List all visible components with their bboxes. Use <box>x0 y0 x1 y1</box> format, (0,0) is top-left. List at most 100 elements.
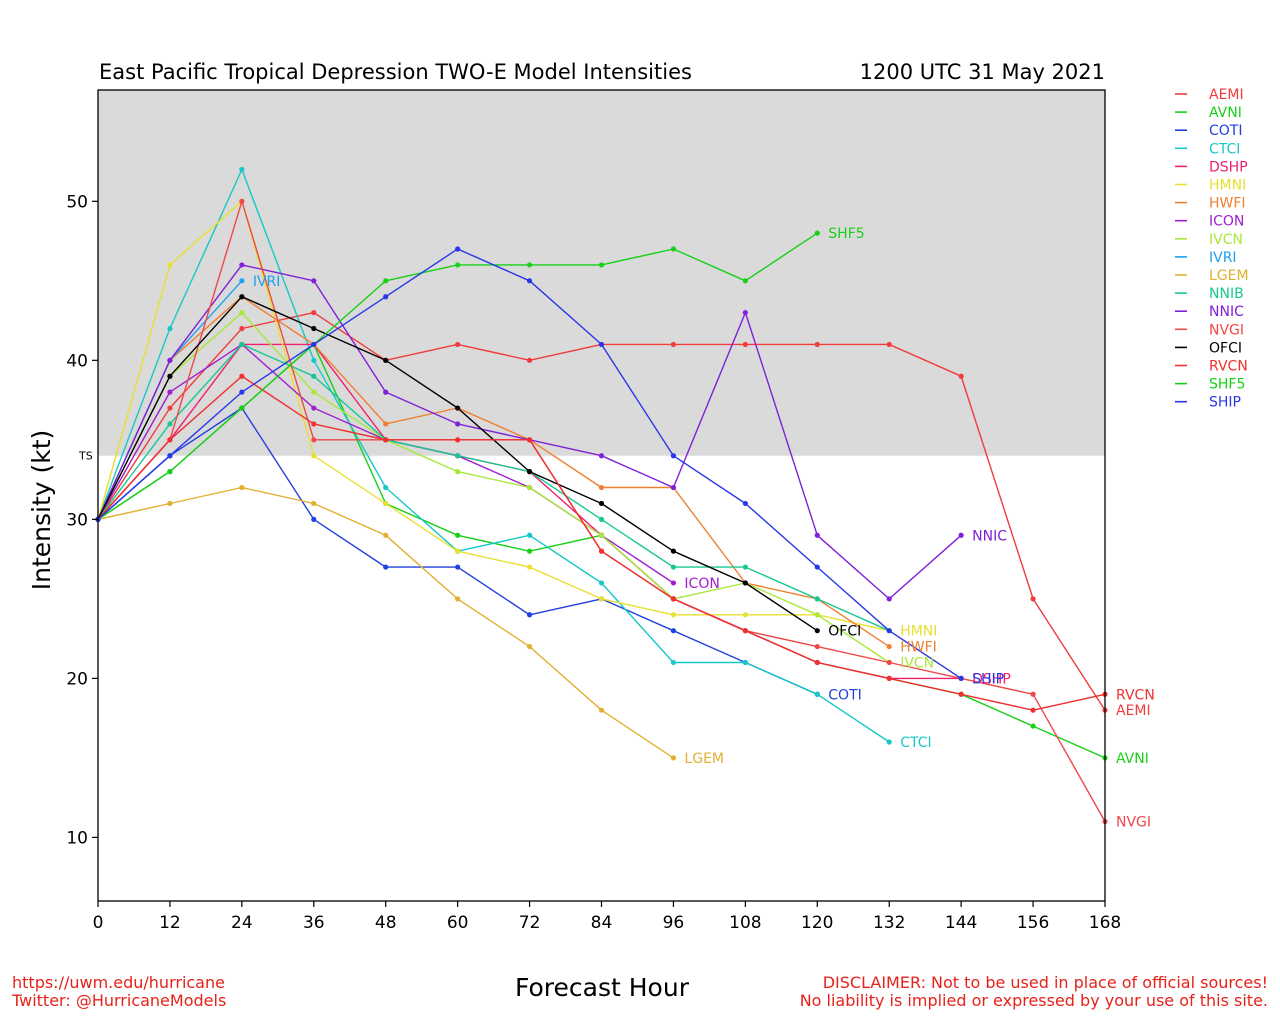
data-point-rvcn <box>239 373 245 379</box>
data-point-hmni <box>383 500 389 507</box>
data-point-ivcn <box>526 484 533 491</box>
legend: AEMI AVNI COTI CTCI DSHP HMNI HWFI ICON IVCN IVRI… <box>1175 87 1249 411</box>
series-layer <box>95 166 1108 825</box>
data-point-ship <box>598 341 605 348</box>
data-point-icon <box>167 389 173 395</box>
data-point-hmni <box>167 262 173 268</box>
data-point-ship <box>958 675 964 681</box>
data-point-lgem <box>311 500 317 507</box>
data-point-nnib <box>598 516 605 522</box>
data-point-nvgi <box>239 198 245 204</box>
data-point-aemi <box>1030 596 1036 602</box>
data-point-nnic <box>455 421 461 427</box>
data-point-nnic <box>958 532 964 538</box>
data-point-ofci <box>742 580 748 586</box>
legend-label: OFCI <box>1209 340 1242 356</box>
x-axis-label: Forecast Hour <box>515 973 690 1002</box>
data-point-nnic <box>239 262 245 268</box>
data-point-aemi <box>311 310 317 316</box>
data-point-ofci <box>814 628 820 634</box>
legend-item-ofci: OFCI <box>1175 340 1242 356</box>
x-tick-label: 132 <box>873 913 905 933</box>
legend-label: NNIC <box>1209 304 1244 320</box>
legend-label: NVGI <box>1209 322 1244 338</box>
legend-item-icon: ICON <box>1175 214 1244 230</box>
chart-title: East Pacific Tropical Depression TWO-E M… <box>99 60 692 84</box>
end-label-ivcn: IVCN <box>900 655 934 671</box>
end-label-nvgi: NVGI <box>1116 814 1151 830</box>
end-label-icon: ICON <box>684 576 719 592</box>
data-point-coti <box>526 612 533 618</box>
data-point-ctci <box>311 357 317 363</box>
data-point-ctci <box>167 325 173 332</box>
footer-disclaimer-line-2: No liability is implied or expressed by … <box>800 991 1268 1010</box>
data-point-nnib <box>455 453 461 459</box>
data-point-aemi <box>526 357 533 363</box>
data-point-hmni <box>742 612 748 618</box>
x-tick-label: 168 <box>1089 913 1121 933</box>
legend-item-ship: SHIP <box>1175 395 1241 411</box>
data-point-shf5 <box>455 262 461 268</box>
end-label-ofci: OFCI <box>828 624 861 640</box>
data-point-hmni <box>598 596 605 602</box>
legend-label: ICON <box>1209 214 1244 230</box>
data-point-avni <box>455 532 461 538</box>
data-point-shf5 <box>167 469 173 475</box>
x-tick-label: 72 <box>519 913 541 933</box>
data-point-shf5 <box>742 278 748 284</box>
data-point-nnic <box>311 278 317 284</box>
x-axis-ticks: 0 12 24 36 48 60 72 84 96 108 120 132 144 156 168 <box>93 901 1121 933</box>
data-point-ctci <box>383 484 389 491</box>
data-point-coti <box>670 628 677 634</box>
series-ctci <box>95 166 892 745</box>
x-tick-label: 60 <box>447 913 469 933</box>
y-tick-label: 10 <box>66 828 88 848</box>
data-point-coti <box>311 516 317 522</box>
data-point-nnib <box>670 564 677 570</box>
data-point-nvgi <box>886 659 892 666</box>
x-tick-label: 0 <box>93 913 104 933</box>
series-shf5 <box>95 230 820 522</box>
end-label-dshp: DSHP <box>972 671 1011 687</box>
end-label-aemi: AEMI <box>1116 703 1151 719</box>
series-rvcn <box>95 373 1108 713</box>
legend-label: LGEM <box>1209 268 1249 284</box>
legend-item-rvcn: RVCN <box>1175 359 1248 375</box>
data-point-ship <box>526 278 533 284</box>
legend-item-coti: COTI <box>1175 123 1242 139</box>
legend-label: IVCN <box>1209 232 1243 248</box>
data-point-lgem <box>383 532 389 538</box>
data-point-nnic <box>167 357 173 363</box>
end-label-rvcn: RVCN <box>1116 687 1155 703</box>
data-point-ship <box>311 341 317 348</box>
data-point-ship <box>814 564 820 570</box>
data-point-hmni <box>670 612 677 618</box>
data-point-nnib <box>311 373 317 379</box>
data-point-ship <box>886 628 892 634</box>
end-label-shf5: SHF5 <box>828 226 864 242</box>
data-point-aemi <box>239 325 245 332</box>
data-point-aemi <box>958 373 964 379</box>
data-point-coti <box>383 564 389 570</box>
data-point-hmni <box>526 564 533 570</box>
data-point-rvcn <box>814 659 820 666</box>
legend-item-avni: AVNI <box>1175 105 1242 121</box>
data-point-ship <box>383 294 389 300</box>
data-point-hmni <box>455 548 461 554</box>
legend-item-dshp: DSHP <box>1175 159 1248 175</box>
data-point-ctci <box>239 166 245 173</box>
data-point-aemi <box>455 341 461 348</box>
data-point-rvcn <box>455 437 461 443</box>
data-point-aemi <box>814 341 820 348</box>
data-point-rvcn <box>167 437 173 443</box>
legend-item-nvgi: NVGI <box>1175 322 1244 338</box>
data-point-ofci <box>239 294 245 300</box>
data-point-lgem <box>598 707 605 713</box>
data-point-ofci <box>670 548 677 554</box>
data-point-shf5 <box>239 405 245 411</box>
data-point-ctci <box>886 739 892 745</box>
data-point-ofci <box>526 469 533 475</box>
legend-item-aemi: AEMI <box>1175 87 1244 103</box>
data-point-lgem <box>239 484 245 491</box>
legend-label: AEMI <box>1209 87 1244 103</box>
